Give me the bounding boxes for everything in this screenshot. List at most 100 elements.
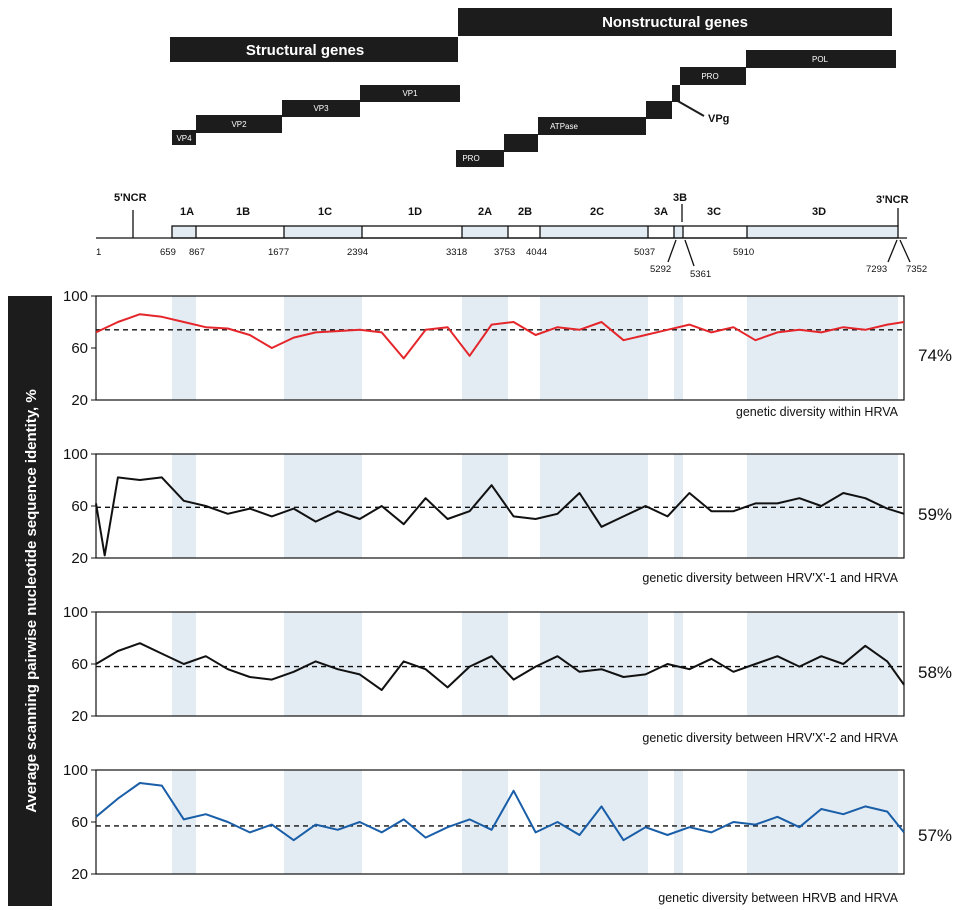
genome-map: 5'NCR 3'NCR 1A 1B 1C 1D 2A 2B 2C 3A 3B 3… xyxy=(96,192,927,280)
panel-caption-3: genetic diversity between HRVB and HRVA xyxy=(658,891,898,905)
protein-pol xyxy=(746,50,896,68)
shaded-region-3-5 xyxy=(747,770,898,874)
shaded-region-0-4 xyxy=(674,296,683,400)
y-tick-label-3-0: 100 xyxy=(63,762,88,779)
shaded-region-3-2 xyxy=(462,770,508,874)
segment-3b: 3B xyxy=(673,192,687,204)
position-5292: 5292 xyxy=(650,264,671,275)
y-axis-label: Average scanning pairwise nucleotide seq… xyxy=(23,389,40,812)
protein-2b xyxy=(504,134,538,152)
nonstructural-genes-bar xyxy=(458,8,892,36)
percent-label-2: 58% xyxy=(918,663,952,682)
shaded-region-1-1 xyxy=(284,454,362,558)
segment-1b: 1B xyxy=(236,206,250,218)
panel-caption-1: genetic diversity between HRV'X'-1 and H… xyxy=(642,571,898,585)
protein-vp4 xyxy=(172,130,196,145)
shade-2c xyxy=(540,226,648,238)
shaded-region-0-5 xyxy=(747,296,898,400)
y-tick-label-0-1: 60 xyxy=(71,340,88,357)
shaded-region-0-1 xyxy=(284,296,362,400)
position-5910: 5910 xyxy=(733,247,754,258)
position-867: 867 xyxy=(189,247,205,258)
segment-1a: 1A xyxy=(180,206,194,218)
position-2394: 2394 xyxy=(347,247,368,258)
protein-pro-3c xyxy=(680,67,746,85)
y-tick-label-3-1: 60 xyxy=(71,814,88,831)
position-1677: 1677 xyxy=(268,247,289,258)
position-1: 1 xyxy=(96,247,101,258)
shaded-region-0-2 xyxy=(462,296,508,400)
y-tick-label-1-1: 60 xyxy=(71,498,88,515)
segment-3c: 3C xyxy=(707,206,721,218)
segment-2c: 2C xyxy=(590,206,604,218)
percent-label-0: 74% xyxy=(918,346,952,365)
genome-boundaries xyxy=(132,204,911,267)
shade-1a xyxy=(172,226,196,238)
series-line-2 xyxy=(95,642,905,691)
position-5361: 5361 xyxy=(690,269,711,280)
y-tick-label-3-2: 20 xyxy=(71,866,88,883)
protein-pro-2a xyxy=(456,150,504,167)
position-5037: 5037 xyxy=(634,247,655,258)
panel-caption-0: genetic diversity within HRVA xyxy=(736,405,899,419)
vpg-label: VPg xyxy=(708,113,729,125)
shaded-region-3-1 xyxy=(284,770,362,874)
shade-3b xyxy=(674,226,683,238)
y-tick-label-2-2: 20 xyxy=(71,708,88,725)
protein-vp1-label: VP1 xyxy=(402,89,418,98)
shade-3d xyxy=(747,226,898,238)
protein-pro-3c-label: PRO xyxy=(701,72,718,81)
y-tick-label-1-2: 20 xyxy=(71,550,88,567)
shaded-region-1-0 xyxy=(172,454,196,558)
y-tick-label-2-1: 60 xyxy=(71,656,88,673)
shaded-region-0-3 xyxy=(540,296,648,400)
vpg-pointer xyxy=(675,99,705,117)
position-4044: 4044 xyxy=(526,247,547,258)
protein-vp3-label: VP3 xyxy=(313,104,329,113)
shaded-region-1-2 xyxy=(462,454,508,558)
y-axis-label-bar xyxy=(8,296,52,906)
position-7293: 7293 xyxy=(866,264,887,275)
diversity-panels: 100 60 20 74% genetic diversity within HRVA 1… xyxy=(63,288,952,905)
protein-vp3 xyxy=(282,100,360,117)
shaded-region-0-0 xyxy=(172,296,196,400)
structural-genes-label: Structural genes xyxy=(246,42,364,59)
protein-pro-2a-label: PRO xyxy=(462,154,479,163)
shaded-region-2-2 xyxy=(462,612,508,716)
protein-vp2-label: VP2 xyxy=(231,120,247,129)
protein-3a xyxy=(646,101,672,119)
percent-label-1: 59% xyxy=(918,505,952,524)
protein-atpase-label: ATPase xyxy=(550,122,578,131)
shaded-region-3-0 xyxy=(172,770,196,874)
protein-atpase xyxy=(538,117,646,135)
protein-pol-label: POL xyxy=(812,55,829,64)
percent-label-3: 57% xyxy=(918,826,952,845)
y-tick-label-0-2: 20 xyxy=(71,392,88,409)
shaded-region-2-3 xyxy=(540,612,648,716)
structural-genes-bar xyxy=(170,37,458,62)
segment-1c: 1C xyxy=(318,206,332,218)
y-tick-label-1-0: 100 xyxy=(63,446,88,463)
y-tick-label-2-0: 100 xyxy=(63,604,88,621)
position-659: 659 xyxy=(160,247,176,258)
series-line-3 xyxy=(95,782,905,842)
position-3318: 3318 xyxy=(446,247,467,258)
protein-vp1 xyxy=(360,85,460,102)
protein-vp4-label: VP4 xyxy=(176,134,192,143)
nonstructural-genes-label: Nonstructural genes xyxy=(602,14,748,31)
protein-3b xyxy=(672,85,680,102)
shade-1c xyxy=(284,226,362,238)
segment-2b: 2B xyxy=(518,206,532,218)
ncr-5-label: 5'NCR xyxy=(114,192,147,204)
shaded-region-3-4 xyxy=(674,770,683,874)
segment-3d: 3D xyxy=(812,206,826,218)
y-tick-label-0-0: 100 xyxy=(63,288,88,305)
position-7352: 7352 xyxy=(906,264,927,275)
position-3753: 3753 xyxy=(494,247,515,258)
panel-caption-2: genetic diversity between HRV'X'-2 and H… xyxy=(642,731,898,745)
segment-2a: 2A xyxy=(478,206,492,218)
shaded-region-2-5 xyxy=(747,612,898,716)
segment-1d: 1D xyxy=(408,206,422,218)
series-line-1 xyxy=(95,476,905,557)
